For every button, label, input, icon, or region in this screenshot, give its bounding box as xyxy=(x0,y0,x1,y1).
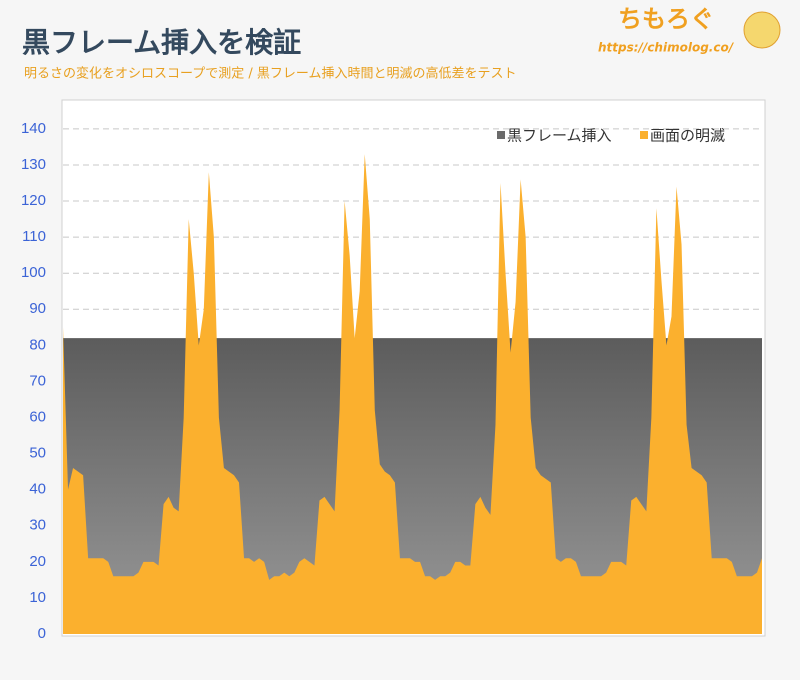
chart-subtitle: 明るさの変化をオシロスコープで測定 / 黒フレーム挿入時間と明滅の高低差をテスト xyxy=(24,66,516,82)
chart-title: 黒フレーム挿入を検証 xyxy=(22,26,301,59)
area xyxy=(63,154,762,634)
y-tick-label: 100 xyxy=(21,264,46,281)
y-tick-label: 40 xyxy=(29,481,46,498)
brand: ちもろぐ xyxy=(618,5,714,33)
y-tick-label: 140 xyxy=(21,120,46,137)
legend: 黒フレーム挿入 画面の明滅 xyxy=(497,127,725,145)
y-tick-label: 80 xyxy=(29,336,46,353)
legend-label: 黒フレーム挿入 xyxy=(507,127,612,145)
y-tick-label: 120 xyxy=(21,192,46,209)
y-tick-label: 0 xyxy=(38,625,46,642)
y-tick-label: 50 xyxy=(29,445,46,462)
brand-url: https://chimolog.co/ xyxy=(598,41,735,55)
y-tick-label: 30 xyxy=(29,517,46,534)
marks xyxy=(63,154,762,634)
y-tick-label: 20 xyxy=(29,553,46,570)
y-tick-label: 130 xyxy=(21,156,46,173)
legend-swatch xyxy=(640,131,648,139)
y-tick-label: 70 xyxy=(29,372,46,389)
y-tick-label: 90 xyxy=(29,300,46,317)
y-tick-label: 110 xyxy=(22,228,46,245)
y-tick-label: 60 xyxy=(29,408,46,425)
y-tick-label: 10 xyxy=(29,589,46,606)
mascot-icon xyxy=(743,11,781,49)
legend-swatch xyxy=(497,131,505,139)
legend-label: 画面の明滅 xyxy=(650,127,725,145)
